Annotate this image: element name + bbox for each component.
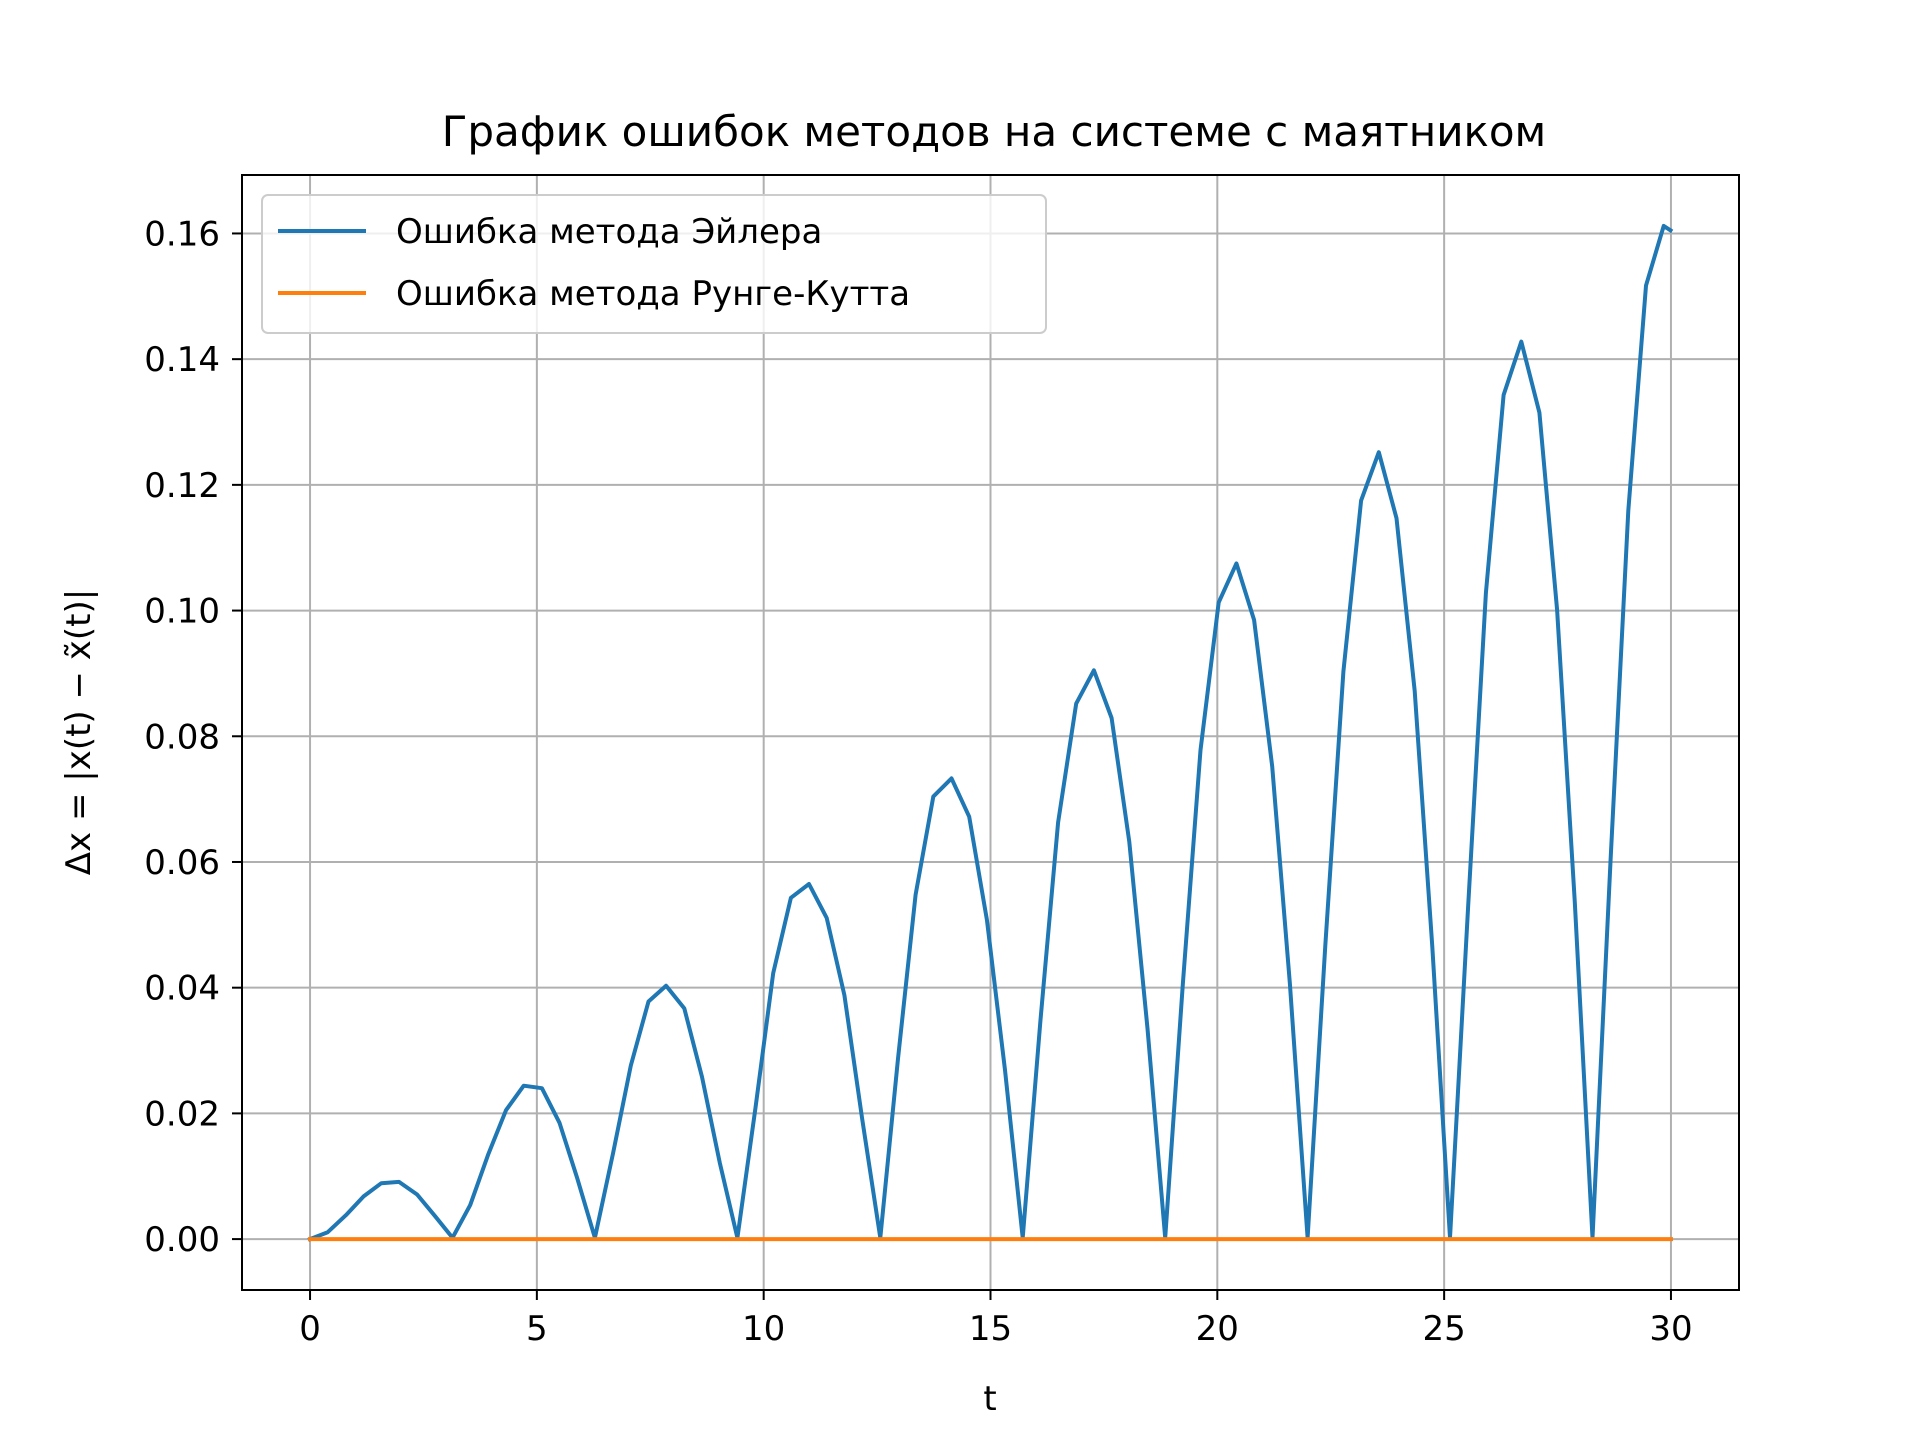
y-tick-labels: 0.00 0.02 0.04 0.06 0.08 0.10 0.12 0.14 0.16 — [144, 214, 220, 1260]
y-tick-label: 0.16 — [144, 214, 220, 254]
legend: Ошибка метода Эйлера Ошибка метода Рунге… — [261, 194, 1047, 334]
legend-label-runge-kutta: Ошибка метода Рунге-Кутта — [396, 274, 910, 314]
series-line-euler — [307, 223, 1674, 1242]
y-tick-label: 0.02 — [144, 1094, 220, 1134]
legend-box — [261, 194, 1047, 334]
x-tick-label: 20 — [1196, 1309, 1239, 1349]
x-tick-label: 30 — [1649, 1309, 1692, 1349]
chart-title: График ошибок методов на системе с маятн… — [442, 107, 1547, 156]
x-tick-labels: 0 5 10 15 20 25 30 — [299, 1309, 1692, 1349]
tick-marks — [232, 232, 1672, 1300]
x-tick-label: 0 — [299, 1309, 321, 1349]
x-tick-label: 25 — [1423, 1309, 1466, 1349]
y-tick-label: 0.08 — [144, 717, 220, 757]
y-axis-label: Δx = |x(t) − x̃(t)| — [59, 589, 99, 875]
y-tick-label: 0.04 — [144, 969, 220, 1009]
y-tick-label: 0.00 — [144, 1220, 220, 1260]
y-tick-label: 0.12 — [144, 466, 220, 506]
y-tick-label: 0.10 — [144, 592, 220, 632]
legend-label-euler: Ошибка метода Эйлера — [396, 212, 822, 252]
x-tick-label: 5 — [526, 1309, 548, 1349]
x-axis-label: t — [983, 1379, 996, 1419]
series-lines — [307, 223, 1674, 1242]
y-tick-label: 0.06 — [144, 843, 220, 883]
x-tick-label: 15 — [969, 1309, 1012, 1349]
y-tick-label: 0.14 — [144, 340, 220, 380]
x-tick-label: 10 — [742, 1309, 785, 1349]
